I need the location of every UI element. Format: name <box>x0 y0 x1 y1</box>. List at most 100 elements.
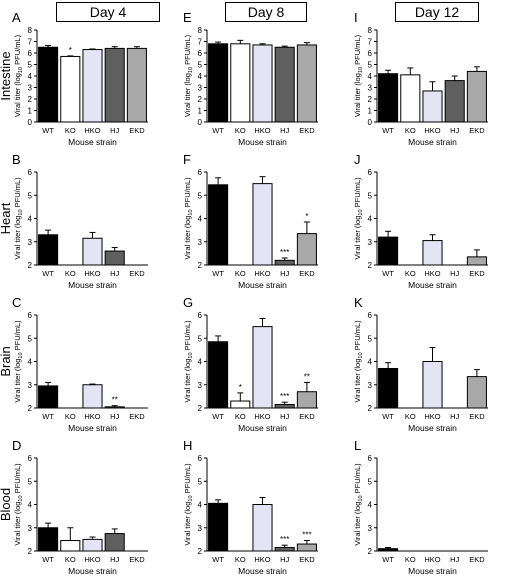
bar-c-hko <box>82 384 103 409</box>
x-tick-label-f: KO <box>235 269 246 278</box>
x-tick-label-k: HKO <box>424 412 440 421</box>
bar-e-ekd <box>296 44 317 123</box>
y-tick-label-e: 7 <box>198 38 203 47</box>
x-axis-label-j: Mouse strain <box>408 280 457 290</box>
y-tick-label-h: 6 <box>198 454 203 463</box>
x-tick-label-h: HKO <box>254 555 270 564</box>
bar-k-ekd <box>466 376 487 409</box>
x-tick-label-j: WT <box>382 269 394 278</box>
x-tick-label-a: KO <box>65 126 76 135</box>
bar-a-ko <box>60 55 81 123</box>
y-tick-label-c: 4 <box>28 358 33 367</box>
bar-a-hj <box>104 47 125 123</box>
bar-i-hko <box>422 90 443 123</box>
significance-g-ekd: ** <box>304 372 310 381</box>
y-tick-label-h: 2 <box>198 547 203 556</box>
x-tick-label-k: KO <box>405 412 416 421</box>
x-tick-label-g: EKD <box>299 412 315 421</box>
y-axis-label-unit: PFU/mL) <box>13 34 22 67</box>
bar-h-wt <box>208 502 229 552</box>
y-tick-label-j: 6 <box>368 168 373 177</box>
y-tick-label-l: 3 <box>368 524 373 533</box>
x-tick-label-e: KO <box>235 126 246 135</box>
bar-d-wt <box>38 527 59 552</box>
y-tick-label-l: 6 <box>368 454 373 463</box>
y-axis-label-unit: PFU/mL) <box>183 463 192 496</box>
x-tick-label-i: HKO <box>424 126 440 135</box>
bar-a-ekd <box>126 47 147 123</box>
x-axis-label-h: Mouse strain <box>238 566 287 576</box>
x-tick-label-j: KO <box>405 269 416 278</box>
x-axis-label-d: Mouse strain <box>68 566 117 576</box>
y-axis-label-subscript: 10 <box>18 209 24 215</box>
header-day-8: Day 8 <box>225 2 307 22</box>
x-tick-label-d: HJ <box>110 555 119 564</box>
x-tick-label-d: HKO <box>84 555 100 564</box>
bar-k-hko <box>422 361 443 409</box>
bar-e-ko <box>230 43 251 123</box>
y-axis-label-subscript: 10 <box>358 352 364 358</box>
x-tick-label-e: EKD <box>299 126 315 135</box>
x-tick-label-g: HJ <box>280 412 289 421</box>
y-tick-label-e: 6 <box>198 49 203 58</box>
y-tick-label-e: 3 <box>198 84 203 93</box>
y-tick-label-h: 5 <box>198 477 203 486</box>
y-tick-label-i: 0 <box>368 118 373 127</box>
x-tick-label-j: HJ <box>450 269 459 278</box>
bar-d-hj <box>104 533 125 552</box>
x-axis-label-i: Mouse strain <box>408 137 457 147</box>
x-tick-label-e: WT <box>212 126 224 135</box>
y-tick-label-a: 8 <box>28 26 33 35</box>
x-tick-label-a: EKD <box>129 126 145 135</box>
y-axis-label-text: Viral titer (log <box>353 73 362 117</box>
y-tick-label-d: 3 <box>28 524 33 533</box>
y-axis-label-subscript: 10 <box>18 352 24 358</box>
bar-h-hj <box>274 547 295 552</box>
x-tick-label-d: WT <box>42 555 54 564</box>
significance-g-hj: *** <box>280 392 289 401</box>
y-axis-label-text: Viral titer (log <box>183 359 192 403</box>
y-tick-label-f: 5 <box>198 191 203 200</box>
y-axis-label-text: Viral titer (log <box>13 216 22 260</box>
y-axis-label-subscript: 10 <box>18 67 24 73</box>
y-tick-label-a: 7 <box>28 38 33 47</box>
bar-c-hj <box>104 406 125 409</box>
bar-i-ko <box>400 74 421 123</box>
x-tick-label-c: EKD <box>129 412 145 421</box>
y-tick-label-c: 5 <box>28 334 33 343</box>
bar-i-wt <box>378 73 399 123</box>
x-tick-label-g: HKO <box>254 412 270 421</box>
y-axis-label-g: Viral titer (log10 PFU/mL) <box>183 320 194 403</box>
x-tick-label-i: HJ <box>450 126 459 135</box>
y-axis-label-d: Viral titer (log10 PFU/mL) <box>13 463 24 546</box>
y-axis-label-subscript: 10 <box>188 67 194 73</box>
panel-letter-g: G <box>183 295 193 310</box>
bar-k-wt <box>378 367 399 409</box>
bar-b-hko <box>82 237 103 266</box>
bar-l-wt <box>378 548 399 552</box>
bar-e-hj <box>274 46 295 123</box>
bar-h-hko <box>252 504 273 552</box>
y-tick-label-i: 2 <box>368 95 373 104</box>
x-tick-label-e: HKO <box>254 126 270 135</box>
significance-h-hj: *** <box>280 535 289 544</box>
x-tick-label-f: WT <box>212 269 224 278</box>
y-axis-label-text: Viral titer (log <box>183 73 192 117</box>
x-tick-label-f: HJ <box>280 269 289 278</box>
y-tick-label-e: 8 <box>198 26 203 35</box>
y-axis-label-subscript: 10 <box>358 67 364 73</box>
bar-f-hko <box>252 183 273 266</box>
significance-f-hj: *** <box>280 248 289 257</box>
panel-letter-h: H <box>183 438 192 453</box>
header-day-4: Day 4 <box>56 2 160 22</box>
bar-d-ko <box>60 540 81 552</box>
y-tick-label-a: 5 <box>28 61 33 70</box>
x-tick-label-c: WT <box>42 412 54 421</box>
y-tick-label-e: 0 <box>198 118 203 127</box>
y-tick-label-j: 4 <box>368 215 373 224</box>
y-axis-label-unit: PFU/mL) <box>353 463 362 496</box>
y-axis-label-subscript: 10 <box>358 209 364 215</box>
y-tick-label-c: 6 <box>28 311 33 320</box>
y-tick-label-k: 6 <box>368 311 373 320</box>
y-tick-label-b: 3 <box>28 238 33 247</box>
